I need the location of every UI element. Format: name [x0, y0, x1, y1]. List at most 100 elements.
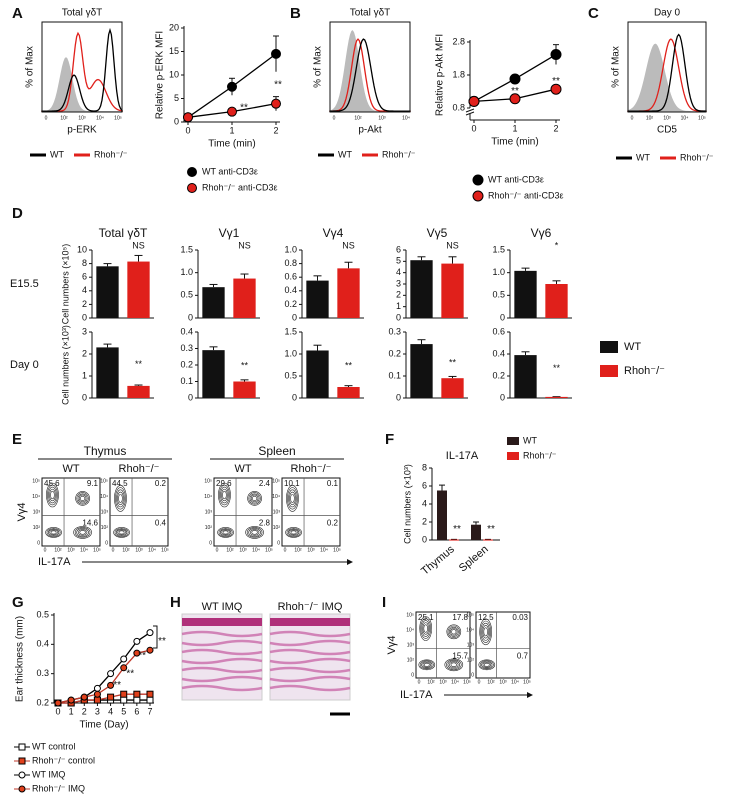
data-point — [271, 48, 281, 59]
y-tick-label: 0 — [188, 392, 193, 402]
y-tick-label: 2 — [82, 348, 87, 358]
y-tick-label: 10 — [77, 244, 87, 254]
x-tick-label: 10⁴ — [511, 679, 519, 685]
y-tick-label: 0.6 — [492, 326, 505, 336]
group-title: Thymus — [84, 444, 127, 458]
y-tick-label: 0.2 — [180, 359, 193, 369]
y-tick-label: 0.3 — [388, 326, 401, 336]
tissue-band — [269, 684, 351, 692]
bar — [441, 378, 464, 398]
y-tick-label: 0.2 — [36, 697, 49, 707]
tissue-band — [269, 648, 351, 656]
y-axis-label: Ear thickness (mm) — [15, 616, 26, 702]
bar — [545, 396, 568, 398]
x-tick-label: 1 — [69, 706, 74, 716]
x-tick-label: 10⁵ — [161, 547, 169, 553]
contour — [422, 622, 429, 635]
contour — [483, 627, 488, 637]
x-tick-label: 0 — [45, 115, 48, 121]
bar — [202, 350, 225, 398]
legend-label: WT anti-CD3ε — [488, 174, 544, 184]
contour — [482, 662, 492, 668]
contour — [481, 622, 490, 641]
y-tick-label: 0 — [422, 534, 427, 544]
x-tick-label: 10⁴ — [80, 547, 88, 553]
tissue-band — [181, 666, 263, 674]
contour — [246, 527, 263, 538]
contour — [287, 487, 298, 510]
legend-label: Rhoh⁻/⁻ — [94, 149, 128, 159]
contour — [289, 491, 296, 506]
y-tick-label: 1.5 — [492, 244, 505, 254]
tissue-band — [269, 666, 351, 674]
y-tick-label: 1.0 — [492, 267, 505, 277]
x-tick-label: 10⁵ — [93, 547, 101, 553]
y-tick-label: 5 — [174, 93, 179, 103]
y-tick-label: 10³ — [101, 509, 109, 515]
data-point — [93, 684, 101, 692]
contour — [118, 493, 123, 503]
contour — [447, 625, 460, 638]
y-tick-label: 1.0 — [180, 267, 193, 277]
plot-title: WT — [62, 463, 79, 475]
contour — [245, 526, 264, 539]
data-point — [468, 95, 480, 107]
contour — [217, 527, 234, 538]
plot-frame — [41, 21, 123, 113]
data-point — [93, 696, 101, 704]
legend-label: Rhoh⁻/⁻ anti-CD3ε — [202, 182, 278, 192]
y-tick-label: 0 — [209, 540, 212, 546]
data-point — [133, 637, 141, 645]
legend-marker — [18, 757, 26, 765]
x-tick-label: 10³ — [663, 115, 671, 121]
y-tick-label: 0 — [292, 312, 297, 322]
bar — [545, 284, 568, 318]
y-tick-label: 0 — [396, 392, 401, 402]
y-tick-label: 2 — [82, 299, 87, 309]
x-tick-label: 4 — [108, 706, 113, 716]
contour — [50, 490, 55, 500]
y-tick-label: 0 — [500, 392, 505, 402]
contour — [117, 529, 126, 536]
x-tick-label: 10² — [427, 679, 435, 685]
contour — [479, 660, 494, 670]
x-tick-label: 10⁵ — [265, 547, 273, 553]
chart-title: Vγ5 — [427, 226, 448, 240]
y-tick-label: 10³ — [273, 509, 281, 515]
data-point — [183, 112, 193, 123]
chart-title: Vγ6 — [531, 226, 552, 240]
tissue-band — [269, 639, 351, 647]
panel-label: H — [170, 594, 181, 611]
y-tick-label: 0.2 — [284, 299, 297, 309]
x-tick-label: 6 — [134, 706, 139, 716]
histogram-title: Total γδT — [350, 8, 391, 19]
histogram-title: Day 0 — [654, 8, 681, 19]
contour — [114, 485, 127, 512]
y-tick-label: 1 — [396, 301, 401, 311]
y-axis-label: Cell numbers (×10⁵) — [60, 244, 70, 325]
x-tick-label: 7 — [147, 706, 152, 716]
legend-marker — [187, 183, 197, 193]
y-tick-label: 1.5 — [284, 326, 297, 336]
contour — [79, 530, 86, 535]
bar — [410, 344, 433, 398]
bar — [437, 490, 447, 540]
isotype-fill — [628, 43, 706, 112]
y-tick-label: 2 — [422, 516, 427, 526]
y-tick-label: 10² — [273, 525, 281, 531]
significance: ** — [135, 359, 143, 369]
y-tick-label: 6 — [422, 480, 427, 490]
quadrant-value: 2.4 — [259, 479, 271, 488]
contour — [481, 661, 493, 669]
legend-label: WT IMQ — [32, 769, 65, 779]
data-point — [146, 696, 154, 704]
contour — [222, 490, 227, 500]
contour — [419, 660, 434, 670]
bar — [483, 539, 493, 541]
legend-label: WT anti-CD3ε — [202, 166, 258, 176]
y-tick-label: 0.4 — [36, 639, 49, 649]
y-tick-label: 10² — [101, 525, 109, 531]
y-tick-label: 10² — [205, 525, 213, 531]
histogram-rhoh — [41, 31, 123, 112]
y-tick-label: 10⁵ — [272, 478, 280, 484]
